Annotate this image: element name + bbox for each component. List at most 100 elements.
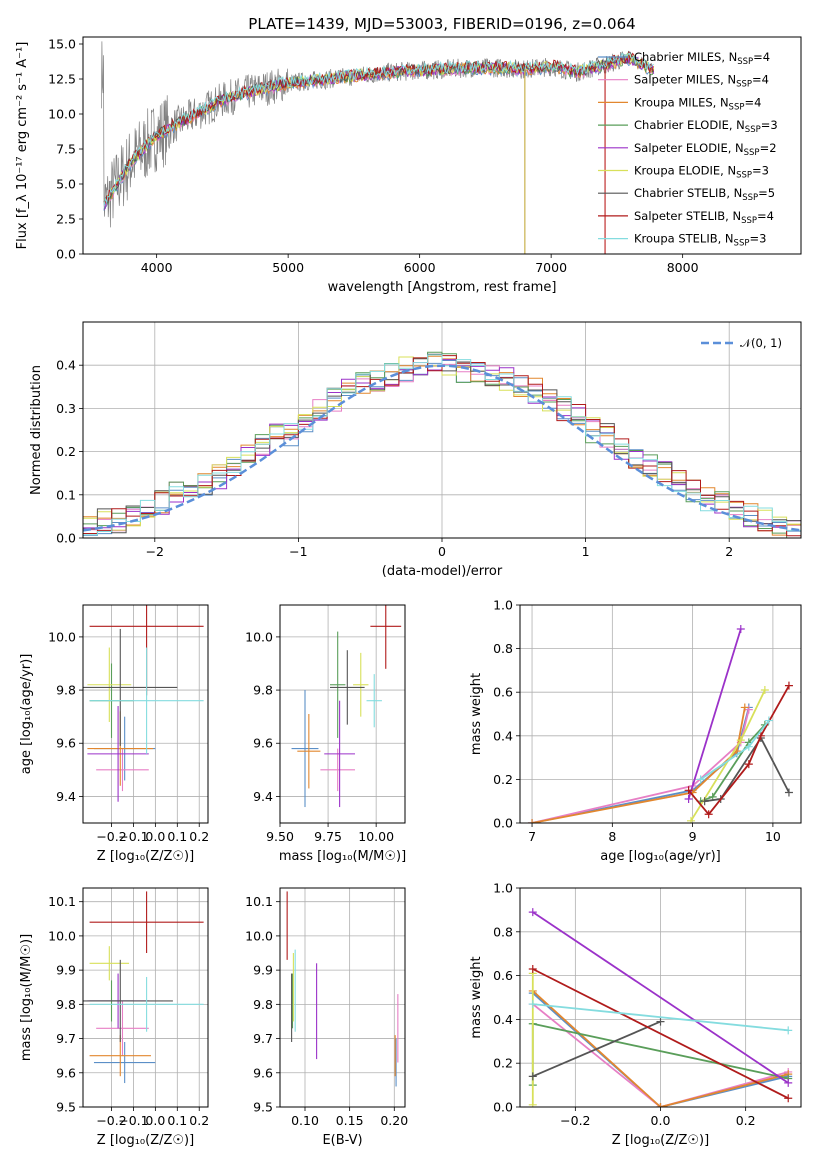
x-tick-label: −0.2	[96, 829, 126, 844]
x-tick-label: 4000	[141, 260, 173, 275]
y-tick-label: 10.0	[245, 928, 273, 943]
x-tick-label: 0.2	[189, 1113, 209, 1128]
y-axis-label: Flux [f_λ 10⁻¹⁷ erg cm⁻² s⁻¹ A⁻¹]	[15, 42, 30, 250]
x-axis-label: Z [log₁₀(Z/Z☉)]	[612, 1133, 709, 1148]
x-tick-label: 7	[528, 829, 536, 844]
y-tick-label: 0.2	[56, 444, 76, 459]
weight-marker	[740, 703, 749, 712]
spectrum-model	[103, 54, 655, 211]
panel-spectrum: 4000 5000 6000 7000 8000 0.0 2.5 5.0 7.5 10.0 12.5…	[15, 36, 802, 295]
x-tick-label: 0.0	[145, 1113, 165, 1128]
weight-marker	[784, 681, 793, 690]
x-tick-label: 0.10	[291, 1113, 319, 1128]
y-tick-label: 9.8	[253, 997, 273, 1012]
legend-label: Chabrier MILES, NSSP=4	[634, 50, 770, 67]
x-tick-label: 7000	[535, 260, 567, 275]
y-tick-label: 10.0	[245, 629, 273, 644]
x-tick-label: 0.15	[336, 1113, 364, 1128]
y-tick-label: 1.0	[493, 598, 513, 613]
y-tick-label: 5.0	[56, 177, 76, 192]
figure-title: PLATE=1439, MJD=53003, FIBERID=0196, z=0…	[248, 15, 635, 33]
y-tick-label: 9.4	[56, 789, 76, 804]
weight-line	[700, 724, 766, 803]
x-tick-label: −0.1	[118, 1113, 148, 1128]
y-tick-label: 10.1	[48, 894, 76, 909]
x-axis-label: mass [log₁₀(M/M☉)]	[279, 849, 406, 864]
y-tick-label: 9.6	[56, 1065, 76, 1080]
legend: Chabrier MILES, NSSP=4 Salpeter MILES, NS…	[598, 50, 778, 249]
weight-marker	[687, 816, 696, 823]
panel-mass-vs-age: 9.50 9.75 10.00 9.4 9.6 9.8 10.0 mass [log₁₀(M/…	[245, 604, 406, 864]
y-tick-label: 0.0	[56, 531, 76, 546]
x-tick-label: −0.1	[118, 829, 148, 844]
legend-label: Chabrier STELIB, NSSP=5	[634, 186, 775, 203]
y-tick-label: 10.0	[48, 107, 76, 122]
x-tick-label: 0.2	[736, 1113, 756, 1128]
legend-label: Kroupa ELODIE, NSSP=3	[634, 164, 769, 181]
weight-line	[532, 911, 789, 1084]
plot-frame	[279, 887, 406, 1108]
legend-label: Kroupa MILES, NSSP=4	[634, 95, 761, 112]
plot-area	[83, 351, 801, 538]
weight-marker	[704, 810, 713, 819]
y-tick-label: 9.7	[253, 1031, 273, 1046]
panel-residuals: −2 −1 0 1 2 0.0 0.1 0.2 0.3 0.4 (data-model)/error…	[29, 321, 802, 579]
y-tick-label: 9.4	[253, 789, 273, 804]
x-tick-label: 0	[438, 544, 446, 559]
plot-frame	[82, 36, 802, 255]
panel-z-vs-age: −0.2−0.10.0 0.1 0.2 9.4 9.6 9.8 10.0 Z [log₁₀(Z…	[19, 604, 209, 864]
y-axis-label: age [log₁₀(age/yr)]	[19, 654, 34, 775]
x-tick-label: −0.2	[560, 1113, 590, 1128]
y-tick-label: 1.0	[493, 881, 513, 896]
legend-label: 𝒩(0, 1)	[740, 336, 782, 350]
y-tick-label: 0.8	[493, 641, 513, 656]
x-tick-label: 9	[689, 829, 697, 844]
weight-marker	[744, 760, 753, 769]
weight-marker	[684, 795, 693, 804]
y-tick-label: 9.8	[56, 683, 76, 698]
weight-line	[532, 1003, 789, 1107]
y-tick-label: 0.0	[56, 247, 76, 262]
y-tick-label: 2.5	[56, 212, 76, 227]
weight-marker	[784, 1078, 793, 1087]
x-tick-label: 0.1	[167, 829, 187, 844]
plot-frame	[82, 604, 209, 824]
x-tick-label: 6000	[404, 260, 436, 275]
plot-frame	[519, 604, 802, 824]
plot-frame	[279, 604, 406, 824]
weight-marker	[784, 1094, 793, 1103]
x-tick-label: 10	[765, 829, 781, 844]
weight-marker	[656, 1017, 665, 1026]
y-tick-label: 0.6	[493, 685, 513, 700]
plot-area	[83, 605, 204, 802]
weight-marker	[528, 1000, 537, 1009]
y-axis-label: mass weight	[469, 673, 484, 755]
x-tick-label: 2	[725, 544, 733, 559]
x-tick-label: −2	[146, 544, 164, 559]
weight-marker	[528, 908, 537, 917]
weight-marker	[528, 1100, 537, 1107]
y-tick-label: 0.3	[56, 401, 76, 416]
y-tick-label: 0.0	[493, 816, 513, 831]
weight-marker	[684, 786, 693, 795]
y-tick-label: 0.2	[493, 1056, 513, 1071]
normal-curve	[83, 364, 801, 532]
weight-marker	[656, 1103, 665, 1107]
y-tick-label: 0.6	[493, 968, 513, 983]
weight-marker	[528, 819, 537, 823]
y-tick-label: 9.8	[253, 683, 273, 698]
plot-area	[286, 891, 399, 1087]
x-axis-label: age [log₁₀(age/yr)]	[600, 849, 721, 864]
weight-marker	[528, 1072, 537, 1081]
legend-label: Kroupa STELIB, NSSP=3	[634, 232, 766, 249]
legend-label: Chabrier ELODIE, NSSP=3	[634, 118, 778, 135]
x-tick-label: 5000	[272, 260, 304, 275]
y-tick-label: 9.9	[253, 963, 273, 978]
plot-area	[101, 41, 655, 254]
x-tick-label: 0.0	[145, 829, 165, 844]
weight-marker	[700, 797, 709, 806]
y-tick-label: 15.0	[48, 37, 76, 52]
y-tick-label: 10.0	[48, 629, 76, 644]
x-tick-label: −0.2	[96, 1113, 126, 1128]
panel-z-vs-weight: −0.2 0.0 0.2 0.0 0.2 0.4 0.6 0.8 1.0 Z [log₁₀(Z/Z…	[469, 881, 802, 1148]
